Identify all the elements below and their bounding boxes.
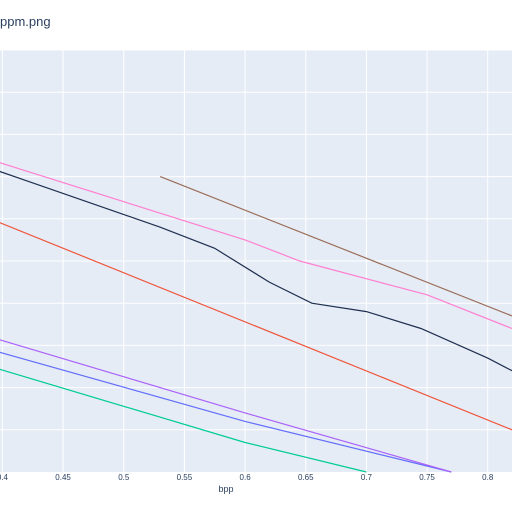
x-tick-label: 0.7 <box>361 473 373 482</box>
x-tick-label: 0.75 <box>419 473 435 482</box>
x-tick-labels: 0.4 0.45 0.5 0.55 0.6 0.65 0.7 0.75 0.8 <box>0 473 494 482</box>
x-tick-label: 0.5 <box>118 473 130 482</box>
x-tick-label: 0.55 <box>177 473 193 482</box>
series-line-6 <box>0 162 512 330</box>
x-tick-label: 0.65 <box>298 473 314 482</box>
chart-title: ppm.png <box>0 14 51 29</box>
series-line-1 <box>0 351 452 473</box>
gridlines <box>0 49 512 472</box>
series-lines <box>0 162 512 473</box>
series-line-5 <box>0 170 512 372</box>
x-tick-label: 0.4 <box>0 473 9 482</box>
series-line-3 <box>0 368 367 473</box>
series-line-7 <box>159 176 512 317</box>
series-line-4 <box>0 339 452 473</box>
series-line-2 <box>0 222 512 431</box>
x-tick-label: 0.45 <box>55 473 71 482</box>
x-tick-label: 0.6 <box>240 473 252 482</box>
x-tick-label: 0.8 <box>482 473 494 482</box>
x-axis-title: bpp <box>218 484 233 494</box>
